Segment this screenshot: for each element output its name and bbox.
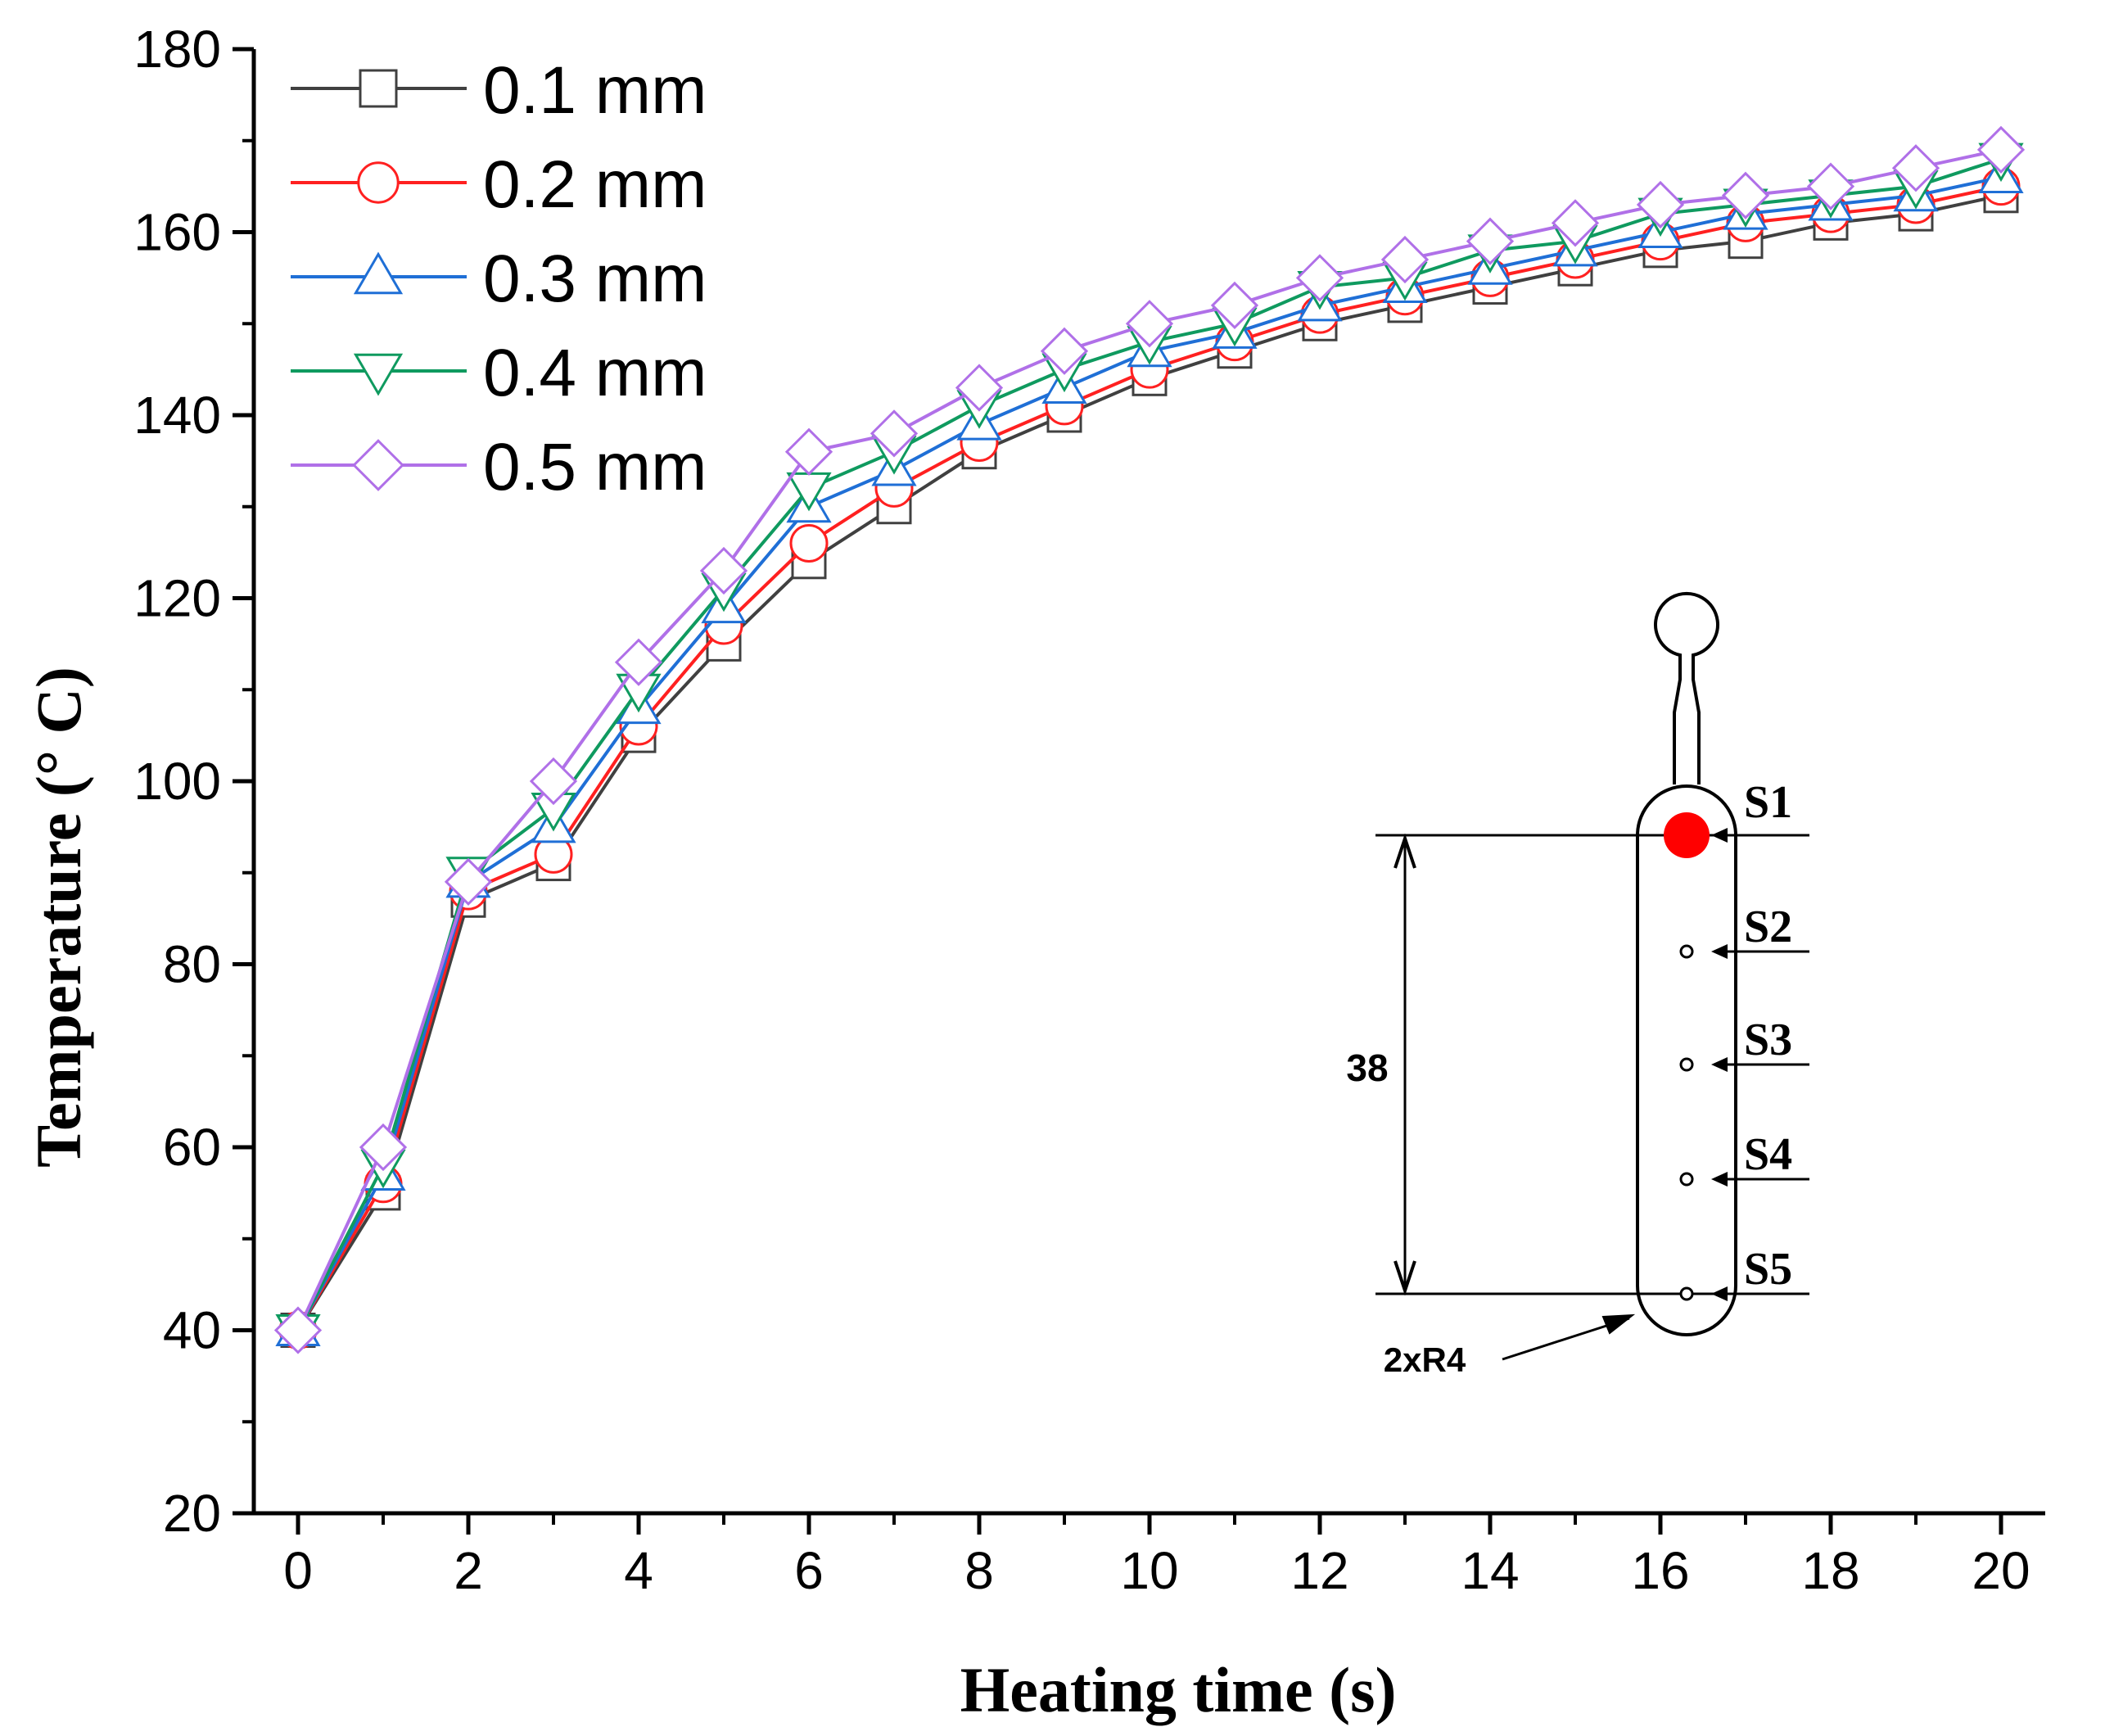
- specimen-outline: [1636, 784, 1737, 1336]
- y-tick-label: 160: [133, 203, 221, 262]
- y-tick-label: 60: [163, 1118, 221, 1177]
- y-tick-label: 140: [133, 386, 221, 445]
- legend-label: 0.5 mm: [483, 430, 707, 504]
- data-point: [789, 523, 829, 563]
- data-point: [359, 1123, 408, 1172]
- y-tick-label: 100: [133, 752, 221, 811]
- data-point: [955, 364, 1004, 412]
- series-layer: [273, 125, 2026, 1354]
- series-4: [273, 125, 2026, 1354]
- sensor-point: [1679, 944, 1694, 959]
- data-point: [1040, 327, 1089, 375]
- x-tick-label: 12: [1290, 1541, 1348, 1600]
- y-tick-label: 120: [133, 569, 221, 628]
- radius-arrow: [1601, 1313, 1636, 1335]
- data-point: [1891, 144, 1940, 192]
- data-point: [1466, 217, 1515, 265]
- legend-marker: [357, 161, 400, 204]
- sensor-label: S1: [1744, 777, 1792, 828]
- x-tick-label: 4: [624, 1541, 653, 1600]
- legend-marker: [353, 251, 404, 295]
- sensor-point: [1679, 1286, 1694, 1301]
- legend-label: 0.4 mm: [483, 336, 707, 410]
- sensor-label: S2: [1744, 902, 1792, 952]
- y-tick-label: 80: [163, 935, 221, 994]
- data-point: [1380, 235, 1430, 284]
- sensor-label: S4: [1744, 1129, 1792, 1180]
- x-axis-title: Heating time (s): [960, 1654, 1397, 1725]
- data-point: [1551, 199, 1600, 247]
- x-tick-label: 20: [1972, 1541, 2030, 1600]
- x-tick-label: 2: [454, 1541, 483, 1600]
- data-point: [870, 409, 919, 458]
- data-point: [699, 546, 748, 595]
- sensor-arrow: [1711, 944, 1728, 959]
- x-tick-label: 8: [964, 1541, 994, 1600]
- data-point: [1210, 281, 1259, 330]
- dimension-arrow-down: [1394, 1260, 1416, 1296]
- data-point: [1636, 180, 1685, 229]
- data-point: [1721, 171, 1770, 219]
- sensor-point-highlight: [1664, 812, 1710, 858]
- y-tick-label: 40: [163, 1301, 221, 1360]
- data-point: [444, 857, 493, 906]
- dimension-label: 38: [1346, 1047, 1388, 1089]
- sensor-arrow: [1711, 828, 1728, 843]
- data-point: [784, 427, 833, 476]
- legend-marker: [359, 69, 398, 108]
- sensor-point: [1679, 1172, 1694, 1187]
- data-point: [1125, 300, 1174, 348]
- legend: 0.1 mm 0.2 mm 0.3 mm 0.4 mm 0.5 mm: [291, 53, 707, 504]
- y-axis-title: Temperature (° C): [23, 667, 94, 1168]
- legend-marker: [352, 439, 404, 491]
- y-tick-label: 180: [133, 20, 221, 79]
- legend-label: 0.1 mm: [483, 53, 707, 128]
- data-point: [529, 757, 578, 806]
- x-tick-label: 18: [1801, 1541, 1859, 1600]
- axes: 20 40 60 80 100 120 140 160 180 0 2 4 6 8 10 12 14 16 18 20: [133, 20, 2045, 1600]
- data-point: [614, 638, 663, 686]
- data-point: [273, 1306, 323, 1354]
- sensor-arrow: [1711, 1057, 1728, 1072]
- sensor-label: S3: [1744, 1015, 1792, 1065]
- data-point: [1806, 162, 1855, 210]
- x-tick-label: 6: [794, 1541, 824, 1600]
- data-point: [1976, 125, 2026, 174]
- x-tick-label: 14: [1461, 1541, 1519, 1600]
- sensor-label: S5: [1744, 1244, 1792, 1295]
- sensor-arrow: [1711, 1286, 1728, 1301]
- sensor-arrow: [1711, 1172, 1728, 1187]
- radius-label: 2xR4: [1384, 1340, 1466, 1379]
- legend-label: 0.3 mm: [483, 242, 707, 316]
- dimension-arrow-up: [1394, 833, 1416, 869]
- x-tick-label: 10: [1120, 1541, 1178, 1600]
- specimen-neck: [1654, 591, 1719, 784]
- x-tick-label: 0: [283, 1541, 313, 1600]
- x-tick-label: 16: [1631, 1541, 1689, 1600]
- legend-marker: [353, 353, 404, 396]
- legend-label: 0.2 mm: [483, 147, 707, 222]
- data-point: [1295, 254, 1344, 302]
- y-tick-label: 20: [163, 1484, 221, 1543]
- sensor-layer: S1 S2 S3 S4 S5: [1664, 777, 1809, 1301]
- sensor-point: [1679, 1057, 1694, 1072]
